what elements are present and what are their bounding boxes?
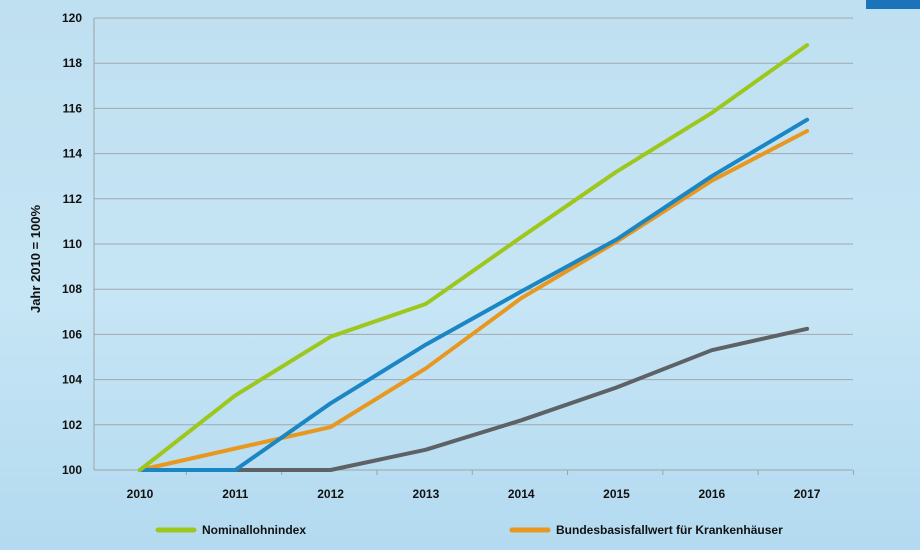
y-tick-120: 120 [62, 11, 82, 25]
x-tick-2016: 2016 [698, 487, 725, 501]
x-tick-labels: 2010 2011 2012 2013 2014 2015 2016 2017 [127, 470, 854, 501]
y-tick-116: 116 [63, 101, 83, 115]
zi-logo-text: Zi [868, 0, 904, 17]
zi-logo: Zi [866, 0, 920, 17]
y-axis-label: Jahr 2010 = 100% [28, 205, 43, 313]
series-lines [138, 43, 810, 472]
y-tick-110: 110 [63, 237, 83, 251]
y-tick-108: 108 [62, 282, 82, 296]
y-tick-114: 114 [63, 147, 83, 161]
y-tick-106: 106 [62, 327, 82, 341]
series-line-3 [138, 129, 810, 472]
y-tick-102: 102 [62, 418, 82, 432]
y-tick-104: 104 [62, 373, 82, 387]
series-line-4 [138, 326, 810, 472]
y-tick-118: 118 [63, 56, 83, 70]
x-tick-2014: 2014 [508, 487, 535, 501]
series-line-1 [138, 43, 810, 472]
x-tick-2013: 2013 [413, 487, 440, 501]
legend: Nominallohnindex Bundesbasisfallwert für … [155, 523, 783, 537]
zi-logo-mark [866, 0, 920, 9]
legend-label-3: Bundesbasisfallwert für Krankenhäuser [556, 523, 783, 537]
x-tick-2017: 2017 [794, 487, 821, 501]
x-tick-2015: 2015 [603, 487, 630, 501]
x-tick-2011: 2011 [222, 487, 248, 501]
y-tick-100: 100 [62, 463, 82, 477]
series-line-2 [138, 117, 810, 472]
y-tick-labels: 100 102 104 106 108 110 112 114 116 118 120 [62, 11, 82, 477]
y-tick-112: 112 [63, 192, 83, 206]
grid-lines [94, 17, 853, 426]
x-tick-2010: 2010 [127, 487, 154, 501]
legend-label-1: Nominallohnindex [202, 523, 306, 537]
x-tick-2012: 2012 [317, 487, 344, 501]
